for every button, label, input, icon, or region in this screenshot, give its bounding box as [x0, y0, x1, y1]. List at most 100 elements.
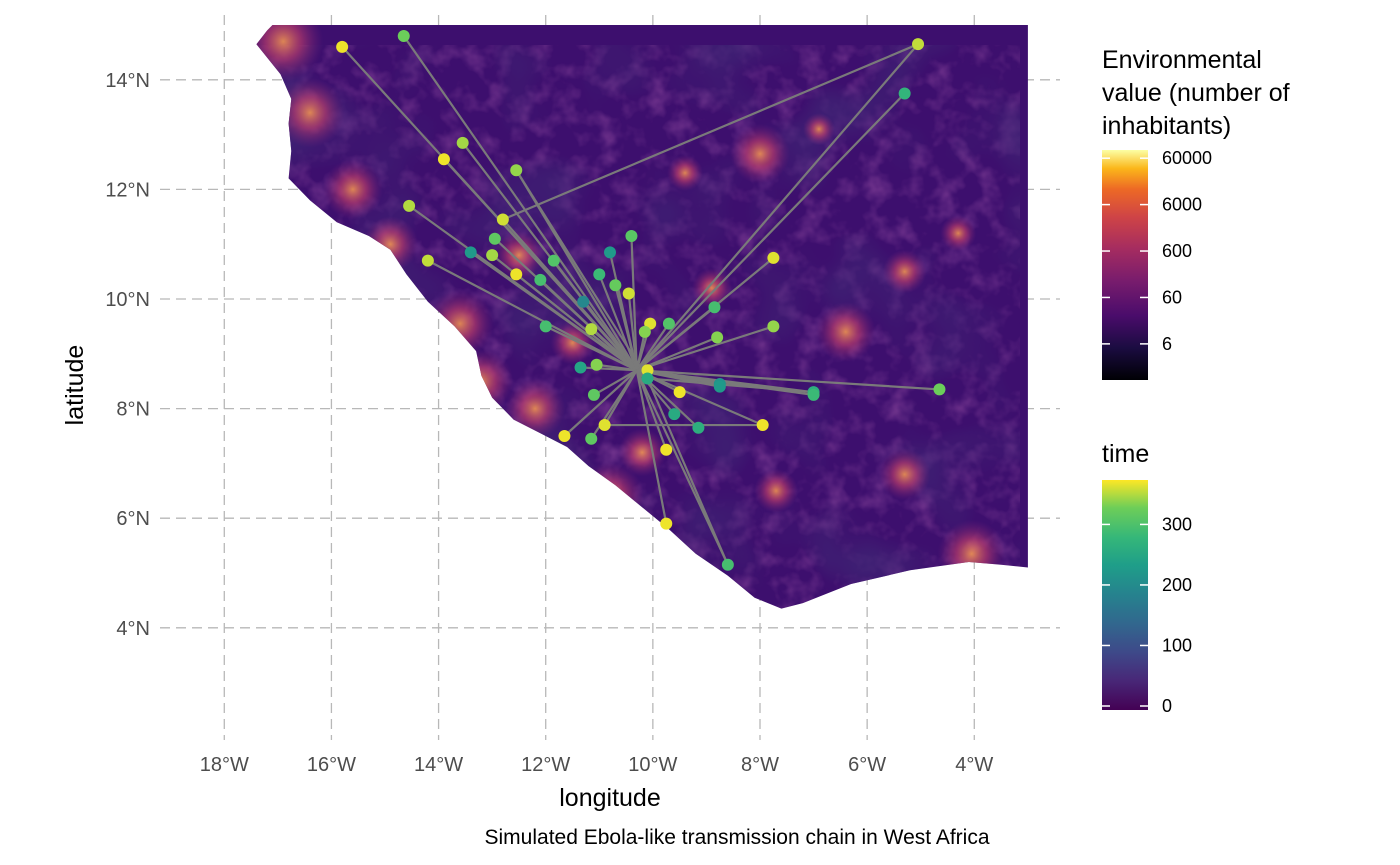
transmission-edge-extra-3: [646, 378, 729, 566]
case-point-40: [673, 386, 686, 399]
land-noise-dark: [256, 45, 1020, 609]
population-hotspot-1: [275, 77, 345, 148]
y-tick-label-0: 4°N: [116, 618, 150, 640]
case-point-49: [660, 517, 673, 530]
transmission-edge-29: [635, 323, 670, 371]
population-hotspot-13: [878, 448, 931, 501]
transmission-edge-21: [598, 273, 638, 371]
transmission-edge-12: [630, 235, 638, 371]
time-legend-title: time: [1102, 440, 1149, 468]
population-hotspot-8: [618, 428, 667, 477]
transmission-edge-15: [427, 259, 638, 372]
case-point-36: [713, 380, 726, 393]
case-point-26: [539, 320, 552, 333]
case-point-0: [641, 364, 654, 377]
transmission-edge-26: [545, 325, 638, 372]
transmission-edge-34: [596, 363, 637, 372]
env-tick-label-0: 60000: [1162, 148, 1212, 168]
transmission-edge-10: [502, 218, 638, 371]
time-legend: time 300 200 100 0: [1102, 440, 1192, 716]
y-tick-label-1: 6°N: [116, 508, 150, 530]
transmission-edge-25: [636, 306, 716, 372]
y-axis-title: latitude: [61, 345, 89, 426]
case-point-33: [574, 361, 587, 374]
population-hotspot-2: [322, 159, 383, 220]
transmission-edge-48: [635, 369, 668, 451]
case-point-23: [622, 287, 635, 300]
case-points: [336, 29, 946, 571]
y-tick-label-5: 14°N: [105, 70, 150, 92]
y-tick-label-4: 12°N: [105, 179, 150, 201]
population-hotspot-14: [691, 268, 732, 309]
case-point-32: [767, 320, 780, 333]
x-tick-label-4: 10°W: [628, 754, 677, 776]
x-tick-label-0: 18°W: [200, 754, 249, 776]
case-point-9: [403, 199, 416, 212]
case-point-1: [641, 372, 654, 385]
case-point-24: [577, 295, 590, 308]
population-hotspot-19: [940, 215, 977, 252]
case-point-11: [488, 232, 501, 245]
x-tick-label-3: 12°W: [521, 754, 570, 776]
case-point-7: [437, 153, 450, 166]
env-legend-title-line-3: inhabitants): [1102, 112, 1231, 140]
case-point-29: [662, 317, 675, 330]
population-hotspot-5: [449, 349, 514, 414]
case-point-18: [767, 251, 780, 264]
x-axis-tick-labels: 18°W 16°W 14°W 12°W 10°W 8°W 6°W 4°W: [200, 754, 994, 776]
case-point-6: [456, 136, 469, 149]
time-legend-colorbar: [1102, 480, 1148, 710]
transmission-edge-41: [593, 369, 638, 396]
case-point-50: [721, 558, 734, 571]
case-point-39: [933, 383, 946, 396]
transmission-edge-46: [563, 369, 638, 437]
transmission-edge-extra-2: [502, 43, 919, 221]
y-tick-label-2: 8°N: [116, 399, 150, 421]
x-tick-label-7: 4°W: [955, 754, 993, 776]
case-point-30: [638, 325, 651, 338]
time-legend-ticks: 300 200 100 0: [1102, 514, 1192, 716]
env-tick-label-3: 60: [1162, 287, 1182, 307]
transmission-edge-4: [635, 43, 919, 371]
case-point-5: [898, 87, 911, 100]
env-tick-label-1: 6000: [1162, 195, 1202, 215]
case-point-17: [604, 246, 616, 259]
y-tick-label-3: 10°N: [105, 289, 150, 311]
env-legend-title-line-2: value (number of: [1102, 79, 1290, 107]
transmission-edge-19: [515, 273, 638, 372]
case-point-41: [587, 388, 600, 401]
population-hotspot-20: [802, 113, 835, 146]
population-hotspot-10: [882, 249, 927, 294]
env-tick-label-4: 6: [1162, 334, 1172, 354]
case-point-12: [625, 229, 638, 242]
time-tick-label-0: 300: [1162, 514, 1192, 534]
x-tick-label-5: 8°W: [741, 754, 779, 776]
env-tick-label-2: 600: [1162, 241, 1192, 261]
population-hotspot-9: [730, 123, 790, 184]
time-tick-label-1: 200: [1162, 575, 1192, 595]
env-legend-title-line-1: Environmental: [1102, 46, 1262, 74]
population-hotspot-4: [426, 289, 494, 358]
case-point-16: [547, 254, 560, 267]
case-point-34: [590, 358, 603, 371]
transmission-edge-39: [636, 369, 940, 391]
case-point-14: [486, 249, 499, 262]
case-point-47: [585, 432, 598, 445]
transmission-edge-47: [590, 369, 638, 440]
transmission-edge-13: [470, 251, 638, 372]
case-point-2: [336, 40, 349, 53]
x-tick-label-6: 6°W: [848, 754, 886, 776]
case-point-13: [464, 246, 477, 259]
case-point-46: [558, 430, 571, 442]
case-point-8: [510, 164, 523, 177]
time-tick-label-3: 0: [1162, 696, 1172, 716]
population-hotspot-3: [362, 216, 419, 273]
case-point-19: [510, 268, 523, 281]
case-point-15: [421, 254, 434, 267]
case-point-44: [692, 421, 705, 434]
population-hotspot-12: [937, 519, 1006, 588]
y-axis-tick-labels: 4°N 6°N 8°N 10°N 12°N 14°N: [105, 70, 150, 640]
time-tick-label-2: 100: [1162, 635, 1192, 655]
case-point-4: [912, 38, 925, 51]
